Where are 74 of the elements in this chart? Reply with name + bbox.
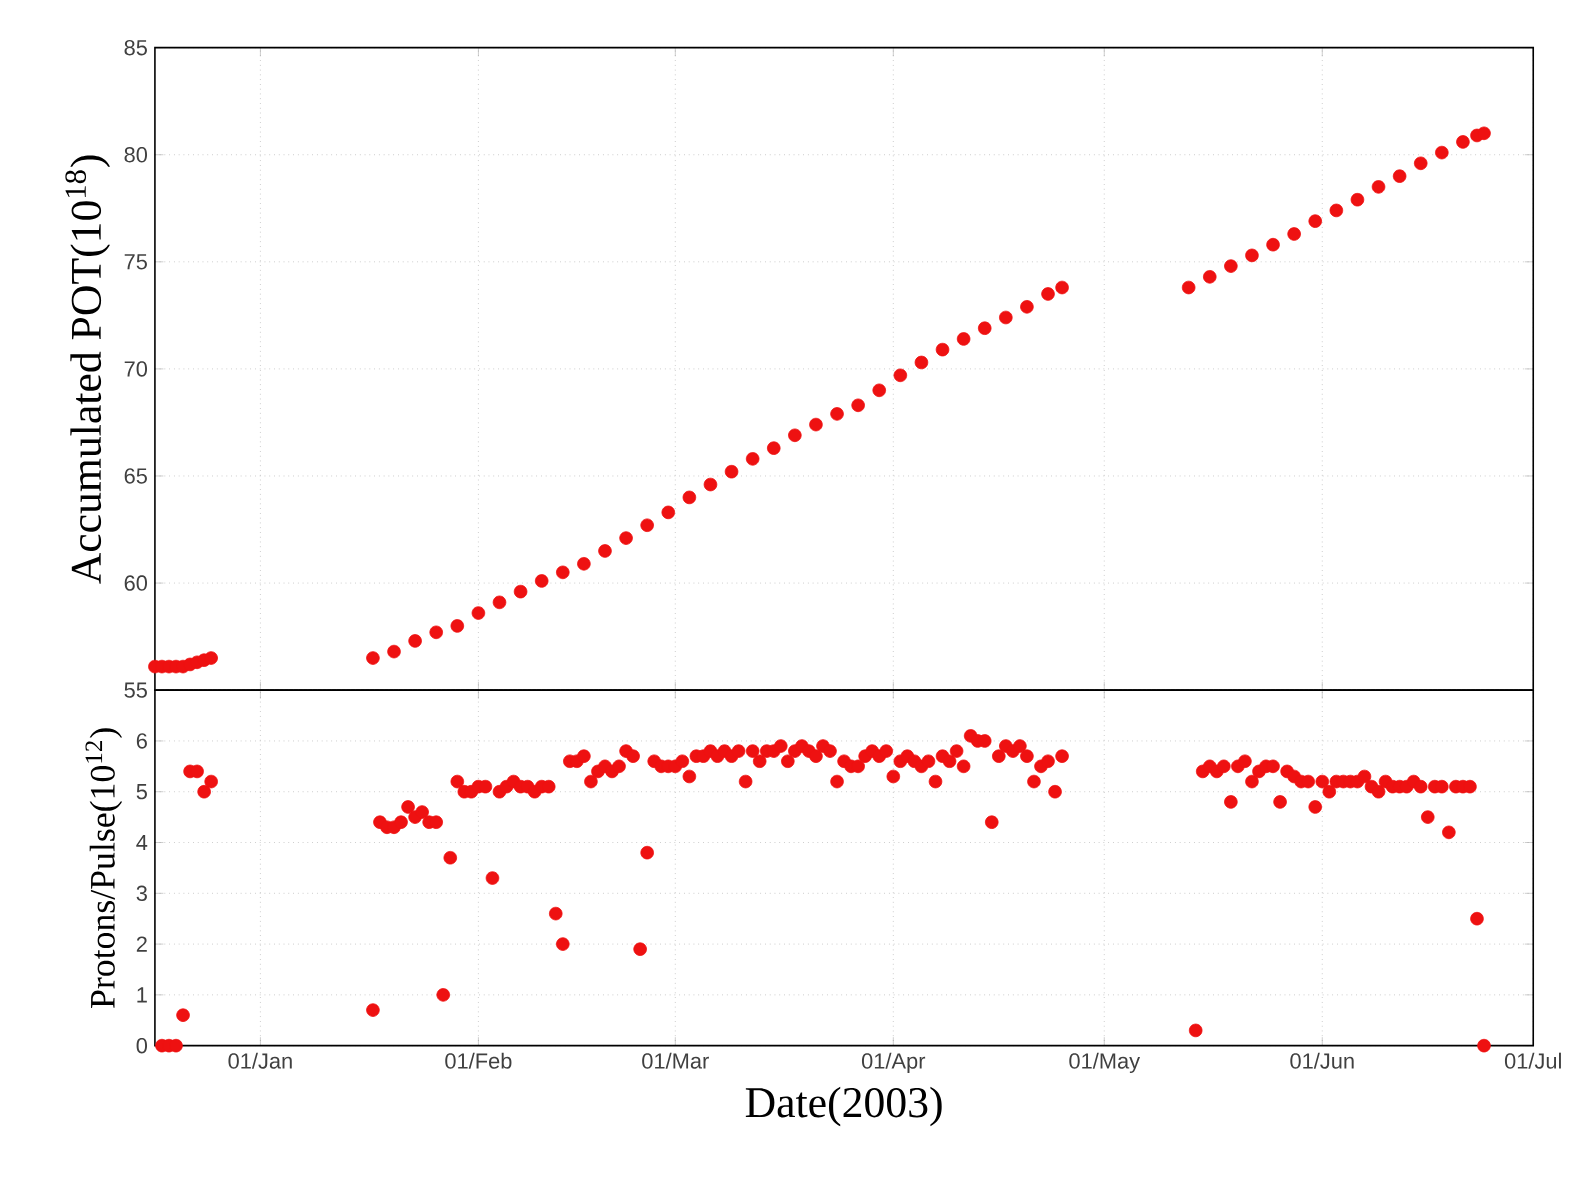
point (809, 418, 823, 432)
point (872, 383, 886, 398)
point (408, 634, 422, 648)
point (387, 645, 401, 659)
point (1329, 203, 1344, 218)
point (1435, 146, 1449, 160)
point (956, 332, 971, 346)
point (1224, 259, 1238, 274)
point (492, 595, 507, 610)
point (534, 574, 549, 588)
point (935, 343, 950, 357)
x-tick-label: 01/Apr (861, 1052, 926, 1074)
point (598, 544, 612, 558)
point (682, 490, 697, 505)
x-tick-label: 01/Jul (1504, 1052, 1561, 1069)
point (1041, 287, 1055, 301)
point (999, 310, 1013, 325)
point (471, 606, 486, 620)
point (1055, 280, 1069, 295)
point (1287, 227, 1301, 241)
point (661, 505, 676, 520)
point (1350, 193, 1365, 207)
x-tick-label: 01/Jun (1290, 1052, 1354, 1069)
y-tick-label: 2 (136, 936, 147, 952)
point (1266, 238, 1280, 252)
point (851, 398, 865, 413)
y-tick-label: 75 (124, 254, 147, 270)
point (1181, 280, 1196, 295)
y-tick-label: 0 (136, 1038, 148, 1054)
point (1456, 135, 1470, 149)
y-tick-label: 65 (124, 468, 147, 484)
point (977, 321, 992, 336)
point (724, 465, 739, 479)
x-tick-label: 01/Mar (642, 1052, 709, 1069)
point (1245, 248, 1259, 263)
point (1371, 180, 1386, 194)
point (619, 531, 633, 546)
y-tick-label: 3 (136, 885, 147, 902)
point (893, 368, 908, 383)
point (556, 565, 570, 580)
point (1392, 169, 1407, 184)
point (1203, 270, 1217, 284)
point (788, 428, 802, 443)
x-tick-label: 01/Feb (445, 1052, 512, 1069)
y-tick-label: 5 (136, 784, 147, 800)
point (640, 518, 654, 533)
y-tick-label: 1 (137, 987, 147, 1003)
point (577, 557, 591, 571)
x-tick-label: 01/May (1069, 1052, 1141, 1074)
point (1308, 214, 1322, 229)
x-axis-title: Date(2003) (745, 1086, 942, 1127)
point (366, 651, 380, 665)
point (1413, 156, 1428, 171)
y-tick-label: 60 (124, 575, 148, 591)
point (1020, 300, 1034, 314)
point (450, 619, 465, 633)
point (745, 452, 760, 466)
y-tick-label: 6 (136, 733, 147, 749)
point (429, 625, 443, 640)
y-tick-label: 70 (124, 361, 148, 377)
y-tick-label: 4 (136, 835, 148, 851)
point (830, 407, 844, 421)
y-axis-title: Accumulated POT(10$^{18}$) (65, 155, 110, 585)
point (914, 355, 929, 370)
y-tick-label: 80 (124, 147, 148, 163)
point (513, 585, 528, 599)
y-tick-label: 85 (124, 40, 147, 56)
y-axis-title: Protons/Pulse(10$^{12}$) (85, 728, 123, 1009)
point (204, 651, 218, 665)
point (703, 477, 718, 492)
y-tick-label: 55 (124, 682, 147, 698)
point (767, 441, 781, 456)
x-tick-label: 01/Jan (228, 1052, 292, 1069)
point (1477, 126, 1491, 141)
